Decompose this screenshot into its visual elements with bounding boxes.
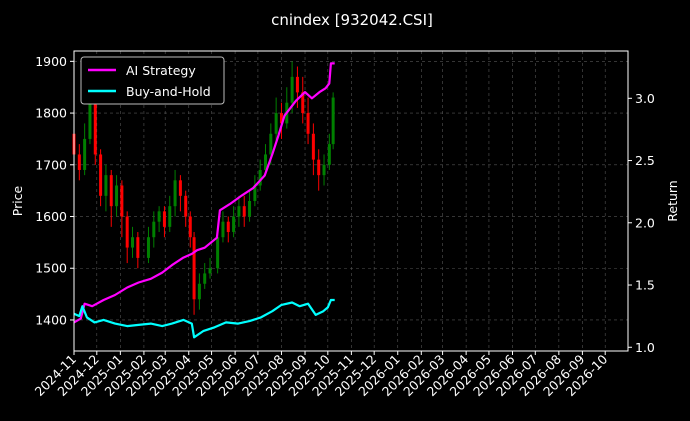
candle-body	[136, 237, 140, 258]
candle-body	[306, 113, 310, 134]
y-right-tick-label: 1.0	[635, 340, 655, 355]
candle-body	[109, 175, 113, 207]
y-left-tick-label: 1800	[35, 106, 67, 121]
return-lines	[73, 62, 335, 339]
candle-body	[184, 195, 188, 217]
y-right-tick-label: 3.0	[635, 91, 655, 106]
y-left-tick-label: 1500	[35, 261, 67, 276]
candle-body	[83, 138, 87, 170]
y-axis-right-ticks: 1.0 1.5 2.0 2.5 3.0	[628, 91, 655, 355]
candle-body	[248, 201, 252, 217]
y-left-tick-label: 1400	[35, 312, 67, 327]
candle-body	[203, 273, 207, 284]
price-candles	[72, 61, 335, 315]
candle-body	[131, 237, 135, 248]
candle-body	[192, 237, 196, 300]
candle-body	[178, 180, 182, 196]
candle-body	[322, 164, 326, 176]
candle-body	[274, 113, 278, 134]
candle-body	[317, 159, 321, 176]
candle-body	[311, 133, 315, 160]
candle-body	[208, 268, 212, 274]
candle-body	[237, 206, 241, 217]
candle-body	[242, 206, 246, 217]
candle-body	[226, 221, 230, 233]
candle-body	[221, 221, 225, 238]
legend-label-ai: AI Strategy	[126, 63, 196, 78]
y-axis-left-ticks: 1400 1500 1600 1700 1800 1900	[35, 54, 74, 327]
candle-body	[197, 283, 201, 300]
candle-body	[157, 211, 161, 222]
y-left-tick-label: 1600	[35, 209, 67, 224]
y-left-tick-label: 1900	[35, 54, 67, 69]
candle-body	[162, 211, 166, 227]
candle-body	[216, 237, 220, 269]
candle-body	[279, 113, 283, 124]
y-right-tick-label: 2.5	[635, 153, 655, 168]
candle-body	[77, 154, 81, 170]
candle-body	[152, 221, 156, 238]
legend-label-bh: Buy-and-Hold	[126, 84, 211, 99]
candle-body	[301, 92, 305, 114]
candle-body	[327, 144, 331, 165]
candle-body	[232, 216, 236, 233]
candle-body	[269, 133, 273, 155]
candle-body	[188, 216, 192, 238]
candle-body	[290, 76, 294, 103]
candle-body	[295, 76, 299, 93]
chart-title: cnindex [932042.CSI]	[271, 11, 433, 29]
candle-body	[88, 102, 92, 139]
candle-body	[258, 169, 262, 186]
y-right-tick-label: 2.0	[635, 215, 655, 230]
y-right-tick-label: 1.5	[635, 278, 655, 293]
buy-and-hold-line	[73, 298, 335, 339]
y-axis-left-title: Price	[10, 185, 25, 216]
candle-body	[253, 185, 257, 201]
y-left-tick-label: 1700	[35, 157, 67, 172]
candle-body	[93, 102, 97, 155]
candle-body	[173, 180, 177, 207]
candle-body	[115, 185, 119, 207]
legend-box	[80, 56, 225, 105]
candle-body	[146, 237, 150, 258]
candle-body	[125, 216, 129, 248]
candle-body	[264, 154, 268, 170]
candle-body	[99, 154, 103, 196]
candle-body	[104, 175, 108, 196]
ai-strategy-line	[73, 62, 335, 324]
candle-body	[168, 206, 172, 227]
candle-body	[331, 97, 335, 145]
legend: AI Strategy Buy-and-Hold	[80, 56, 225, 105]
candle-body	[120, 185, 124, 217]
y-axis-right-title: Return	[665, 180, 680, 221]
